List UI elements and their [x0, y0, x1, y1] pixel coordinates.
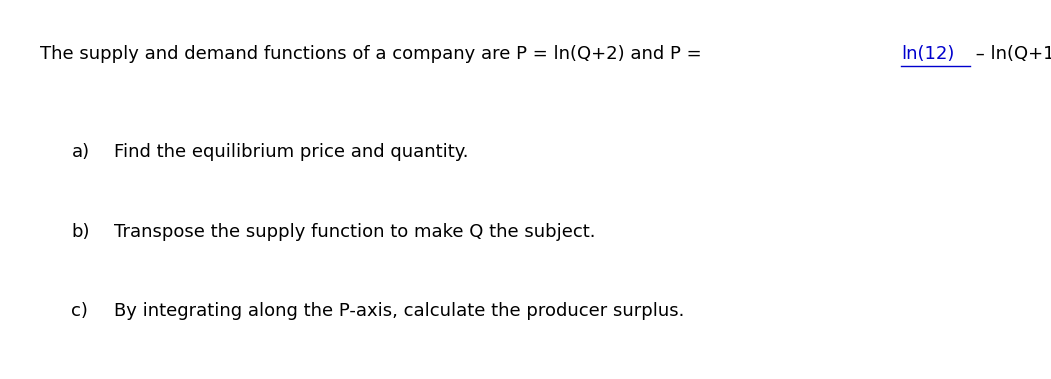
Text: ln(12): ln(12) — [901, 45, 954, 63]
Text: Transpose the supply function to make Q the subject.: Transpose the supply function to make Q … — [114, 223, 595, 241]
Text: By integrating along the P-axis, calculate the producer surplus.: By integrating along the P-axis, calcula… — [114, 302, 684, 321]
Text: a): a) — [71, 143, 89, 161]
Text: The supply and demand functions of a company are P = ln(Q+2) and P =: The supply and demand functions of a com… — [40, 45, 707, 63]
Text: c): c) — [71, 302, 88, 321]
Text: b): b) — [71, 223, 90, 241]
Text: Find the equilibrium price and quantity.: Find the equilibrium price and quantity. — [114, 143, 468, 161]
Text: – ln(Q+1) respectively.: – ln(Q+1) respectively. — [970, 45, 1051, 63]
